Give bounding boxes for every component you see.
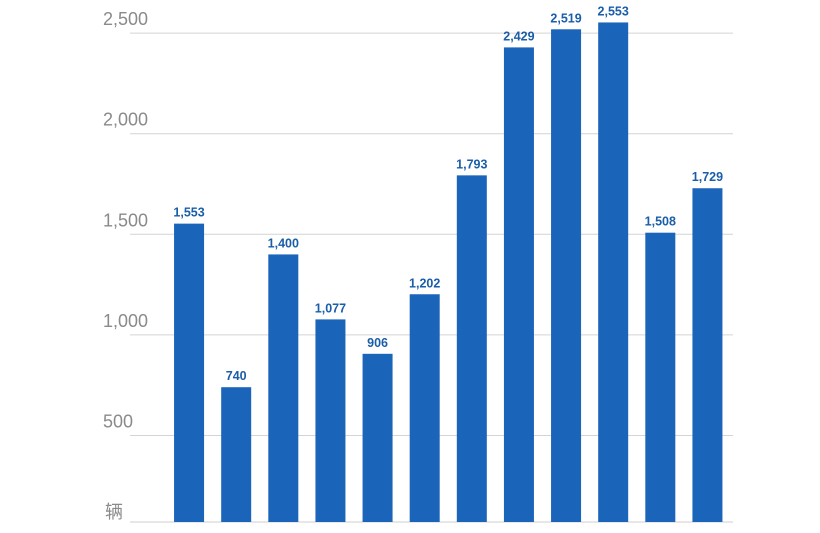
y-tick-label: 2,500	[103, 9, 148, 29]
y-tick-label: 1,500	[103, 210, 148, 230]
value-label: 2,553	[598, 4, 629, 18]
value-label: 740	[226, 369, 247, 383]
bar	[221, 387, 252, 522]
bar	[645, 232, 676, 522]
bar	[268, 254, 299, 523]
bar	[409, 294, 440, 522]
value-label: 906	[367, 336, 388, 350]
bar	[503, 47, 534, 522]
value-label: 1,793	[456, 157, 487, 171]
y-axis-label: 辆	[105, 502, 123, 522]
bar	[362, 353, 393, 522]
value-label: 1,400	[268, 236, 299, 250]
value-label: 1,553	[173, 206, 204, 220]
bar	[598, 22, 629, 523]
value-label: 1,202	[409, 276, 440, 290]
value-label: 1,077	[315, 301, 346, 315]
y-tick-label: 1,000	[103, 311, 148, 331]
bar	[456, 175, 487, 522]
bar	[692, 188, 723, 523]
bar	[174, 223, 205, 523]
value-label: 2,429	[503, 29, 534, 43]
y-tick-label: 2,000	[103, 110, 148, 130]
value-label: 1,729	[692, 170, 723, 184]
bar	[315, 319, 346, 522]
value-label: 1,508	[645, 215, 676, 229]
bar	[551, 29, 582, 522]
value-label: 2,519	[550, 11, 581, 25]
y-tick-label: 500	[103, 411, 133, 431]
